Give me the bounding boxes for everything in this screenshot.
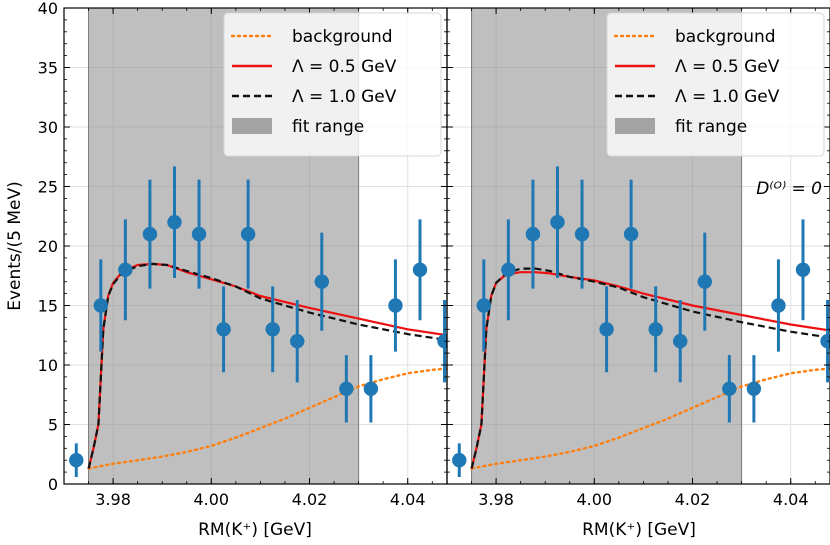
legend-fit-range-handle-left (232, 118, 272, 134)
ytick-label-left-2: 10 (38, 356, 58, 375)
xtick-label-left-3: 4.04 (390, 490, 426, 509)
data-point-left-11 (339, 381, 354, 396)
data-point-right-4 (550, 215, 565, 230)
legend-label-left-2: Λ = 1.0 GeV (292, 87, 397, 107)
legend-label-left-1: Λ = 0.5 GeV (292, 57, 397, 77)
lambda-1p0-curve-right (470, 267, 830, 469)
panel-right: 3.98 4.00 4.02 4.04 background Λ = 0.5 GeV Λ =… (446, 7, 830, 509)
legend-label-right-2: Λ = 1.0 GeV (675, 87, 780, 107)
xtick-label-left-2: 4.02 (292, 490, 328, 509)
data-point-left-15 (437, 334, 447, 349)
data-point-right-8 (648, 322, 663, 337)
data-point-right-10 (697, 274, 712, 289)
data-point-right-15 (820, 334, 830, 349)
ytick-label-left-3: 15 (38, 297, 58, 316)
data-point-left-4 (167, 215, 182, 230)
ytick-label-left-8: 40 (38, 0, 58, 18)
xtick-label-right-0: 3.98 (478, 490, 514, 509)
data-point-left-14 (412, 262, 428, 277)
data-point-left-0 (69, 453, 84, 468)
data-point-right-9 (673, 334, 688, 349)
data-point-left-7 (240, 226, 256, 242)
data-point-left-6 (216, 322, 231, 337)
data-point-left-1 (93, 298, 109, 313)
legend-box-right (606, 12, 825, 157)
data-point-left-10 (314, 274, 329, 289)
legend-label-right-1: Λ = 0.5 GeV (675, 57, 780, 77)
ytick-label-left-0: 0 (48, 475, 58, 494)
data-point-left-13 (388, 298, 403, 313)
data-point-right-7 (623, 226, 639, 242)
xtick-label-right-1: 4.00 (576, 490, 612, 509)
data-point-right-3 (525, 226, 541, 242)
legend-label-left-0: background (292, 27, 393, 47)
legend-box-left (223, 12, 442, 157)
data-point-right-6 (599, 322, 614, 337)
data-point-right-5 (574, 226, 590, 242)
ytick-label-left-5: 25 (38, 178, 58, 197)
legend-left: background Λ = 0.5 GeV Λ = 1.0 GeV fit rang… (223, 12, 442, 157)
data-point-right-2 (501, 262, 516, 277)
ytick-label-left-1: 5 (48, 416, 58, 435)
legend-label-right-0: background (675, 27, 776, 47)
legend-label-right-3: fit range (675, 117, 747, 137)
data-point-right-12 (746, 381, 762, 396)
x-axis-label-right: RM(K⁺) [GeV] (582, 520, 696, 540)
panel-left: 3.98 4.00 4.02 4.04 0 5 10 15 20 25 30 35 40 backgrou… (38, 0, 448, 509)
legend-right: background Λ = 0.5 GeV Λ = 1.0 GeV fit rang… (606, 12, 825, 157)
ytick-label-left-7: 35 (38, 59, 58, 78)
xtick-label-right-3: 4.04 (773, 490, 809, 509)
data-point-right-14 (795, 262, 811, 277)
ytick-label-left-6: 30 (38, 118, 58, 137)
xtick-label-left-0: 3.98 (95, 490, 131, 509)
lambda-1p0-curve-left (87, 262, 447, 469)
data-point-right-1 (476, 298, 492, 313)
legend-fit-range-handle-right (615, 118, 655, 134)
data-point-left-2 (118, 262, 133, 277)
xtick-label-left-1: 4.00 (193, 490, 229, 509)
data-point-left-8 (265, 322, 280, 337)
x-axis-label-left: RM(K⁺) [GeV] (198, 520, 312, 540)
data-point-left-9 (290, 334, 305, 349)
data-point-left-12 (363, 381, 379, 396)
data-point-left-3 (142, 226, 158, 242)
legend-label-left-3: fit range (292, 117, 364, 137)
xtick-label-right-2: 4.02 (675, 490, 711, 509)
data-point-right-11 (722, 381, 737, 396)
data-point-right-13 (771, 298, 786, 313)
y-axis-label: Events/(5 MeV) (5, 181, 25, 311)
ytick-label-left-4: 20 (38, 237, 58, 256)
background-curve-left (87, 367, 447, 470)
data-point-left-5 (191, 226, 207, 242)
background-curve-right (470, 367, 830, 470)
data-point-right-0 (452, 453, 467, 468)
annotation-right: D⁽ᴼ⁾ = 0 (756, 179, 822, 199)
